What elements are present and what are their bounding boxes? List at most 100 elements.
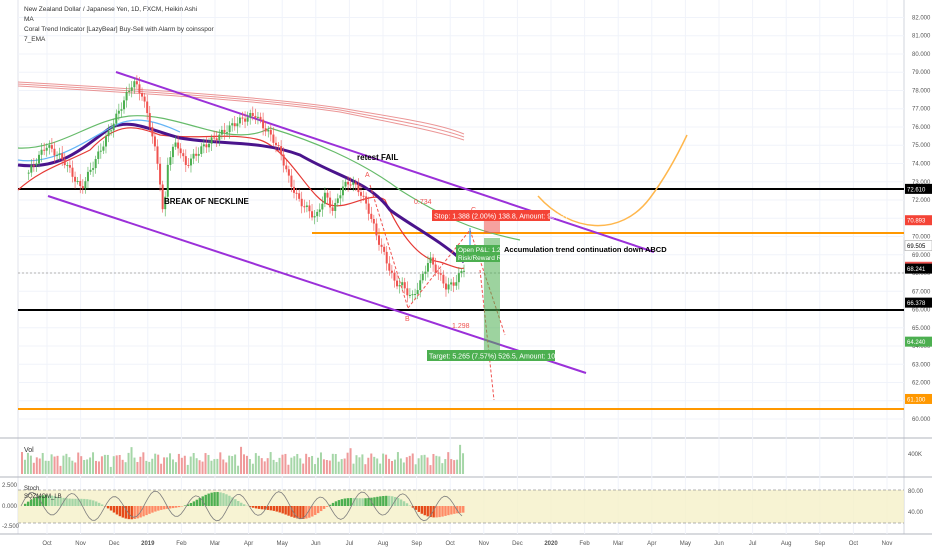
volume-bar-61 [202, 462, 204, 474]
candle-body-122 [342, 187, 344, 196]
volume-bar-106 [335, 454, 337, 474]
volume-bar-21 [83, 460, 85, 474]
volume-bar-63 [207, 455, 209, 474]
time-tick-label-16: Feb [579, 541, 590, 547]
legend-ma[interactable]: MA [24, 16, 34, 23]
volume-bar-138 [429, 465, 431, 474]
volume-bar-127 [397, 452, 399, 474]
volume-bar-97 [308, 457, 310, 474]
volume-bar-16 [68, 457, 70, 474]
price-tick-label-2: 80.000 [912, 52, 931, 58]
squeeze-bar-1 [24, 504, 26, 506]
squeeze-bar-30 [110, 506, 112, 510]
candle-body-0 [28, 173, 30, 174]
candle-body-44 [141, 93, 143, 97]
squeeze-bar-18 [74, 499, 76, 506]
candle-body-54 [167, 165, 169, 197]
legend-symbol[interactable]: New Zealand Dollar / Japanese Yen, 1D, F… [24, 6, 197, 13]
candle-body-30 [105, 136, 107, 146]
squeeze-bar-133 [415, 506, 417, 510]
squeeze-bar-47 [160, 506, 162, 510]
volume-bar-121 [379, 464, 381, 474]
candle-body-27 [97, 151, 99, 159]
squeeze-bar-60 [199, 498, 201, 506]
stop-zone[interactable] [484, 219, 500, 233]
price-tick-label-6: 76.000 [912, 125, 931, 131]
price-tag-l5: 68.241 [907, 267, 926, 273]
volume-bar-30 [110, 467, 112, 474]
candle-body-139 [386, 252, 388, 264]
candle-body-153 [422, 274, 424, 280]
stoch-scale-80: 80.00 [908, 489, 924, 495]
candle-body-80 [234, 123, 236, 126]
candle-body-161 [442, 275, 444, 284]
volume-bar-14 [62, 456, 64, 474]
squeeze-bar-123 [385, 496, 387, 506]
candle-body-1 [30, 165, 32, 172]
volume-bar-120 [376, 458, 378, 474]
candle-body-84 [244, 119, 246, 122]
stoch-label: Stoch [24, 486, 39, 492]
volume-bar-51 [172, 459, 174, 474]
squeeze-bar-135 [421, 506, 423, 514]
stoch-scale-mid: 0.000 [2, 504, 18, 510]
volume-bar-58 [193, 453, 195, 474]
candle-body-25 [92, 168, 94, 170]
volume-bar-130 [406, 457, 408, 474]
squeeze-bar-140 [435, 506, 437, 517]
candle-body-45 [144, 97, 146, 102]
candle-body-6 [43, 150, 45, 151]
squeeze-bar-24 [92, 500, 94, 506]
squeeze-bar-87 [279, 506, 281, 512]
candle-body-29 [102, 146, 104, 150]
squeeze-bar-94 [299, 506, 301, 519]
candle-body-165 [453, 282, 455, 285]
squeeze-bar-15 [65, 498, 67, 506]
volume-bar-132 [412, 453, 414, 474]
candle-body-33 [113, 124, 115, 131]
candle-body-68 [203, 144, 205, 146]
squeeze-bar-31 [113, 506, 115, 513]
volume-bar-18 [74, 462, 76, 474]
price-tick-label-13: 69.000 [912, 253, 931, 259]
squeeze-bar-85 [273, 506, 275, 511]
volume-bar-57 [190, 457, 192, 474]
candle-body-74 [218, 135, 220, 141]
price-tag-l7: 64.240 [907, 340, 926, 346]
volume-bar-72 [234, 455, 236, 474]
candle-body-10 [53, 149, 55, 156]
candle-body-87 [252, 113, 254, 116]
candle-body-61 [185, 156, 187, 165]
legend-ema[interactable]: 7_EMA [24, 36, 46, 43]
candle-body-17 [71, 168, 73, 177]
stop-label[interactable]: Stop: 1.388 (2.00%) 138.8, Amount: 980.2… [432, 210, 569, 221]
volume-bar-1 [24, 460, 26, 474]
candle-body-107 [303, 206, 305, 207]
volume-bar-55 [184, 456, 186, 474]
candle-body-49 [154, 136, 156, 146]
volume-bar-27 [101, 456, 103, 474]
candle-body-5 [41, 150, 43, 155]
legend-coral[interactable]: Coral Trend Indicator [LazyBear] Buy-Sel… [24, 26, 215, 33]
target-label[interactable]: Target: 5.265 (7.57%) 526.5, Amount: 103… [427, 350, 573, 361]
volume-bar-40 [139, 457, 141, 474]
squeeze-bar-42 [145, 506, 147, 515]
volume-bar-101 [320, 452, 322, 474]
squeeze-bar-106 [335, 501, 337, 506]
annotation-fib-734: 0.734 [414, 199, 432, 206]
volume-bar-131 [409, 456, 411, 474]
candle-body-125 [350, 184, 352, 185]
volume-bar-41 [142, 452, 144, 474]
candle-body-136 [378, 235, 380, 244]
volume-bar-2 [27, 453, 29, 474]
candle-body-100 [285, 166, 287, 170]
candle-body-66 [198, 154, 200, 156]
volume-bar-100 [317, 458, 319, 474]
squeeze-bar-33 [119, 506, 121, 516]
squeeze-bar-103 [326, 506, 328, 507]
squeeze-bar-131 [409, 505, 411, 506]
candle-body-99 [283, 155, 285, 166]
volume-bar-56 [187, 465, 189, 474]
